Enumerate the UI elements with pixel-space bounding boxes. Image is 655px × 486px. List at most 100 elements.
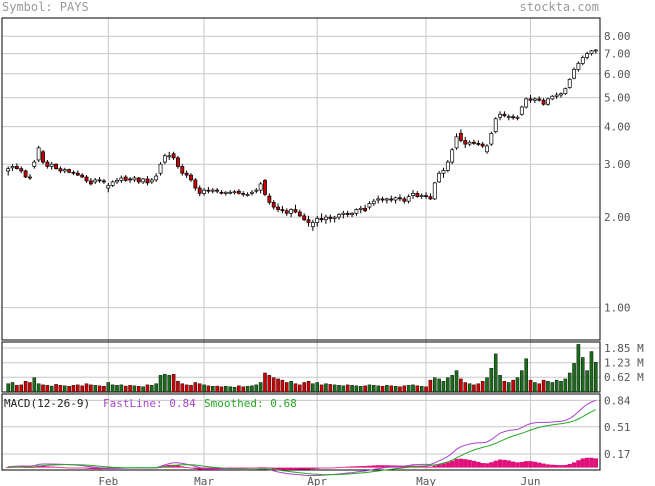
candle-body <box>193 179 198 189</box>
candle-body <box>206 189 211 192</box>
macd-histogram-bar <box>332 467 337 469</box>
candle-body <box>6 168 11 172</box>
volume-bar <box>385 385 389 393</box>
candle-body <box>162 155 167 163</box>
candle-body <box>519 106 524 115</box>
volume-bar <box>306 381 311 393</box>
candle-body <box>567 78 572 88</box>
candle-body <box>158 163 163 174</box>
volume-bar <box>524 358 528 393</box>
volume-bar <box>372 385 376 393</box>
candle-body <box>80 174 85 178</box>
macd-histogram-bar <box>258 467 263 469</box>
volume-bar <box>419 386 424 393</box>
macd-histogram-bar <box>571 462 577 468</box>
price-tick-label: 4.00 <box>604 121 631 134</box>
volume-bar <box>567 372 572 393</box>
volume-bar <box>446 377 450 393</box>
macd-histogram-bar <box>36 466 41 468</box>
macd-histogram-bar <box>358 466 363 468</box>
macd-histogram-bar <box>428 466 433 468</box>
macd-histogram-bar <box>27 467 33 468</box>
candle-body <box>215 189 220 192</box>
volume-bar <box>546 381 550 393</box>
candle-body <box>123 176 128 181</box>
legend-fastline: FastLine: 0.84 <box>103 397 196 410</box>
candle-body <box>223 191 228 194</box>
volume-bar <box>572 363 576 393</box>
candle-body <box>341 212 346 215</box>
macd-histogram-bar <box>493 460 498 468</box>
volume-bar <box>67 386 71 393</box>
candle-body <box>106 185 111 189</box>
volume-bar <box>10 382 15 393</box>
candle-body <box>580 57 585 64</box>
macd-title: MACD(12-26-9) <box>4 397 90 410</box>
candle-body <box>302 215 307 221</box>
candle-body <box>363 207 368 212</box>
macd-panel <box>1 393 601 471</box>
candle-body <box>389 198 394 201</box>
volume-bar <box>76 384 80 393</box>
volume-bar <box>424 386 428 393</box>
x-tick-label: May <box>416 475 436 486</box>
volume-bar <box>302 382 306 393</box>
macd-histogram-bar <box>367 465 372 468</box>
macd-histogram-bar <box>432 465 437 468</box>
volume-bar <box>450 375 454 393</box>
volume-bar <box>58 385 63 393</box>
candle-body <box>271 201 276 208</box>
candle-body <box>293 209 298 213</box>
price-tick-label: 1.00 <box>604 302 631 315</box>
macd-histogram-bar <box>580 458 585 468</box>
macd-histogram-bar <box>19 466 24 468</box>
volume-bar <box>197 383 202 393</box>
macd-histogram-bar <box>271 467 276 469</box>
legend-smoothed: Smoothed: 0.68 <box>204 397 297 410</box>
volume-bar <box>237 385 241 393</box>
volume-bar <box>489 367 494 393</box>
macd-histogram-bar <box>53 466 59 468</box>
volume-bar <box>154 383 158 393</box>
candle-body <box>432 182 437 200</box>
candle-body <box>75 172 80 176</box>
candle-body <box>319 218 324 221</box>
volume-bar <box>280 379 285 393</box>
candle-body <box>267 195 272 203</box>
macd-histogram-bar <box>245 467 250 469</box>
volume-bar <box>350 385 354 393</box>
candle-body <box>180 166 185 174</box>
volume-bar <box>45 385 50 393</box>
macd-histogram-bar <box>97 467 102 470</box>
volume-bar <box>110 384 115 393</box>
macd-smoothed-line <box>8 409 597 476</box>
volume-bar <box>276 378 280 393</box>
candle-body <box>345 212 350 215</box>
macd-histogram-bar <box>262 467 268 469</box>
volume-bar <box>480 381 485 393</box>
candle-body <box>210 189 215 192</box>
volume-bar <box>28 382 32 393</box>
macd-histogram-bar <box>336 467 342 468</box>
site-name[interactable]: stockta.com <box>519 0 599 14</box>
candle-body <box>45 161 50 167</box>
volume-bar <box>141 386 145 393</box>
candle-body <box>62 169 67 172</box>
macd-histogram-bar <box>402 465 407 468</box>
candle-body <box>128 178 132 181</box>
macd-histogram-bar <box>275 467 281 470</box>
candle-body <box>171 153 176 159</box>
candle-body <box>454 136 459 149</box>
volume-bar <box>541 379 546 393</box>
price-tick-label: 3.00 <box>604 158 631 171</box>
price-panel <box>1 17 601 341</box>
macd-histogram-bar <box>241 467 246 469</box>
candle-body <box>10 166 15 169</box>
candle-body <box>297 211 302 217</box>
x-tick-label: Feb <box>98 475 118 486</box>
macd-histogram-bar <box>319 467 324 469</box>
candle-body <box>493 118 498 133</box>
candle-body <box>289 209 294 214</box>
macd-histogram-bar <box>341 466 346 468</box>
volume-bar <box>485 377 489 393</box>
